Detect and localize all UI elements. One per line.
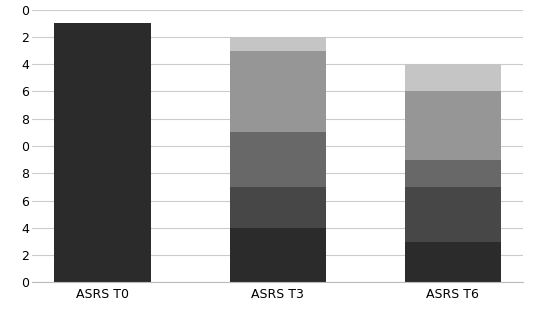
Bar	[230, 50, 326, 132]
Bar	[230, 37, 326, 50]
Bar	[230, 228, 326, 282]
Bar	[405, 187, 501, 241]
Bar	[54, 23, 151, 282]
Bar	[405, 160, 501, 187]
Bar	[405, 64, 501, 91]
Bar	[230, 187, 326, 228]
Bar	[405, 241, 501, 282]
Bar	[230, 132, 326, 187]
Bar	[405, 91, 501, 160]
